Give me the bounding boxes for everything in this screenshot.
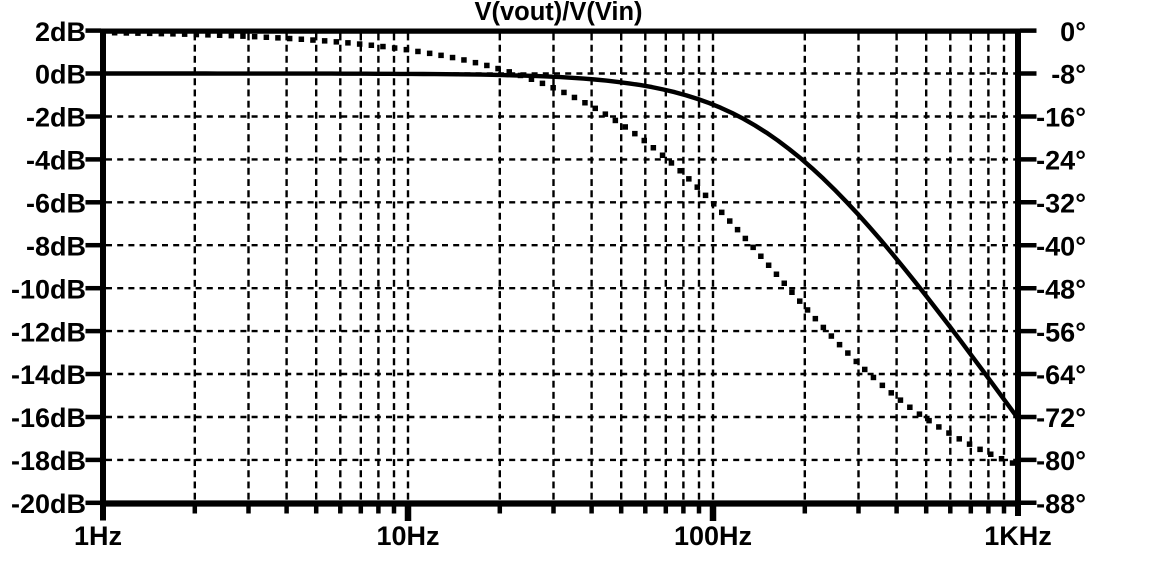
svg-text:1KHz: 1KHz [984,521,1052,551]
svg-text:0°: 0° [1060,17,1086,47]
svg-text:1Hz: 1Hz [74,521,122,551]
svg-text:-18dB: -18dB [11,446,86,476]
svg-text:-32°: -32° [1036,189,1086,219]
svg-text:-2dB: -2dB [26,103,86,133]
svg-text:-16°: -16° [1036,103,1086,133]
svg-text:-64°: -64° [1036,360,1086,390]
svg-text:-24°: -24° [1036,146,1086,176]
svg-text:V(vout)/V(Vin): V(vout)/V(Vin) [474,0,642,26]
svg-text:2dB: 2dB [35,17,86,47]
svg-text:-4dB: -4dB [26,146,86,176]
svg-text:-16dB: -16dB [11,403,86,433]
svg-text:-8dB: -8dB [26,231,86,261]
svg-text:-80°: -80° [1036,446,1086,476]
svg-text:-40°: -40° [1036,231,1086,261]
svg-text:-88°: -88° [1036,489,1086,519]
svg-text:-8°: -8° [1051,60,1086,90]
svg-text:-72°: -72° [1036,403,1086,433]
svg-text:100Hz: 100Hz [674,521,752,551]
svg-text:0dB: 0dB [35,60,86,90]
svg-text:-12dB: -12dB [11,317,86,347]
svg-text:10Hz: 10Hz [376,521,439,551]
svg-text:-14dB: -14dB [11,360,86,390]
svg-text:-10dB: -10dB [11,274,86,304]
svg-text:-48°: -48° [1036,274,1086,304]
svg-text:-6dB: -6dB [26,189,86,219]
svg-text:-56°: -56° [1036,317,1086,347]
svg-text:-20dB: -20dB [11,489,86,519]
